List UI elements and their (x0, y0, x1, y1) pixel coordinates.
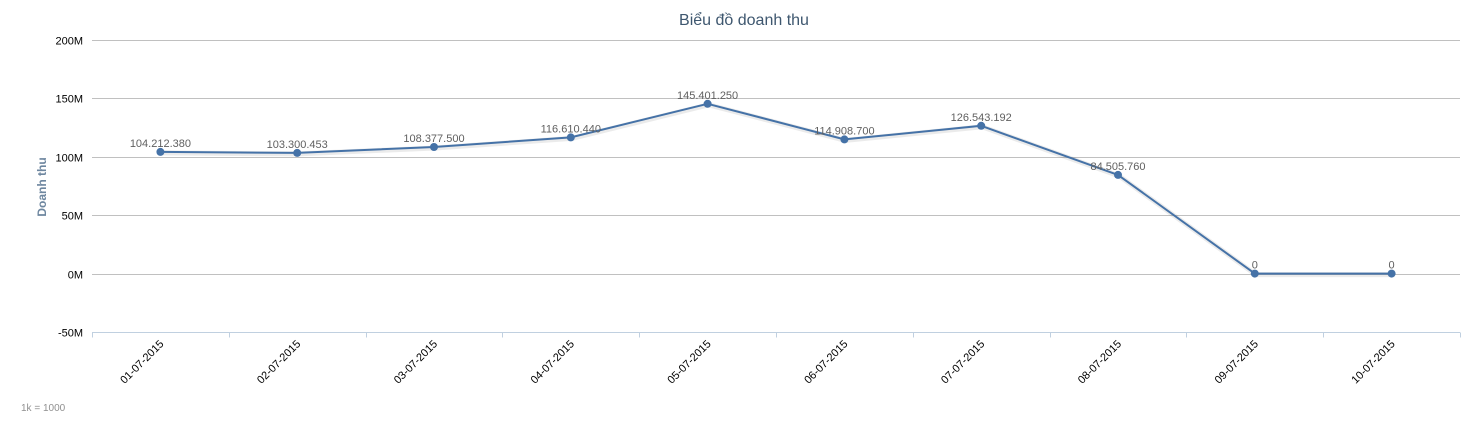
data-point[interactable] (977, 121, 986, 130)
y-axis-label: Doanh thu (35, 157, 49, 216)
data-label: 114.908.700 (814, 125, 874, 137)
data-labels: 104.212.380 103.300.453 108.377.500 116.610… (130, 90, 1395, 272)
y-tick-label: 200M (55, 36, 83, 48)
x-tick-label: 04-07-2015 (529, 338, 577, 386)
y-tick-label: 50M (62, 211, 83, 223)
x-tick-label: 03-07-2015 (392, 338, 440, 386)
data-point[interactable] (566, 133, 575, 142)
data-label: 126.543.192 (951, 112, 1012, 124)
x-axis (92, 332, 1461, 338)
x-tick-label: 05-07-2015 (665, 338, 713, 386)
x-axis-ticks: 01-07-2015 02-07-2015 03-07-2015 04-07-2015… (118, 338, 1397, 386)
data-label: 103.300.453 (267, 139, 328, 151)
y-axis-ticks: -50M 0M 50M 100M 150M 200M (55, 36, 83, 340)
data-point[interactable] (1387, 269, 1396, 278)
y-tick-label: 100M (55, 153, 83, 165)
chart-title: Biểu đồ doanh thu (679, 11, 809, 29)
x-tick-label: 08-07-2015 (1076, 338, 1124, 386)
y-tick-label: -50M (58, 328, 83, 340)
data-point[interactable] (840, 135, 849, 144)
data-label: 0 (1252, 260, 1258, 272)
series-revenue (156, 99, 1396, 278)
data-point[interactable] (1114, 170, 1122, 179)
grid-lines (92, 40, 1460, 275)
data-label: 116.610.440 (541, 123, 601, 135)
series-line (159, 102, 1393, 275)
series-line-shadow (158, 102, 1396, 278)
x-tick-label: 01-07-2015 (118, 338, 166, 386)
x-tick-label: 09-07-2015 (1213, 338, 1261, 386)
data-point[interactable] (430, 143, 438, 151)
data-label: 145.401.250 (677, 90, 738, 102)
data-label: 108.377.500 (403, 133, 464, 145)
data-point[interactable] (293, 148, 302, 157)
data-label: 104.212.380 (130, 138, 191, 150)
data-point[interactable] (156, 147, 165, 156)
x-tick-label: 06-07-2015 (802, 338, 850, 386)
data-label: 84.505.760 (1090, 161, 1145, 173)
x-tick-label: 02-07-2015 (255, 338, 303, 386)
data-point[interactable] (1250, 269, 1259, 278)
data-label: 0 (1389, 260, 1395, 272)
footnote: 1k = 1000 (21, 403, 66, 414)
y-tick-label: 0M (68, 270, 83, 282)
x-tick-label: 07-07-2015 (939, 338, 987, 386)
x-tick-label: 10-07-2015 (1349, 338, 1397, 386)
data-point[interactable] (703, 99, 712, 108)
y-tick-label: 150M (55, 94, 83, 106)
